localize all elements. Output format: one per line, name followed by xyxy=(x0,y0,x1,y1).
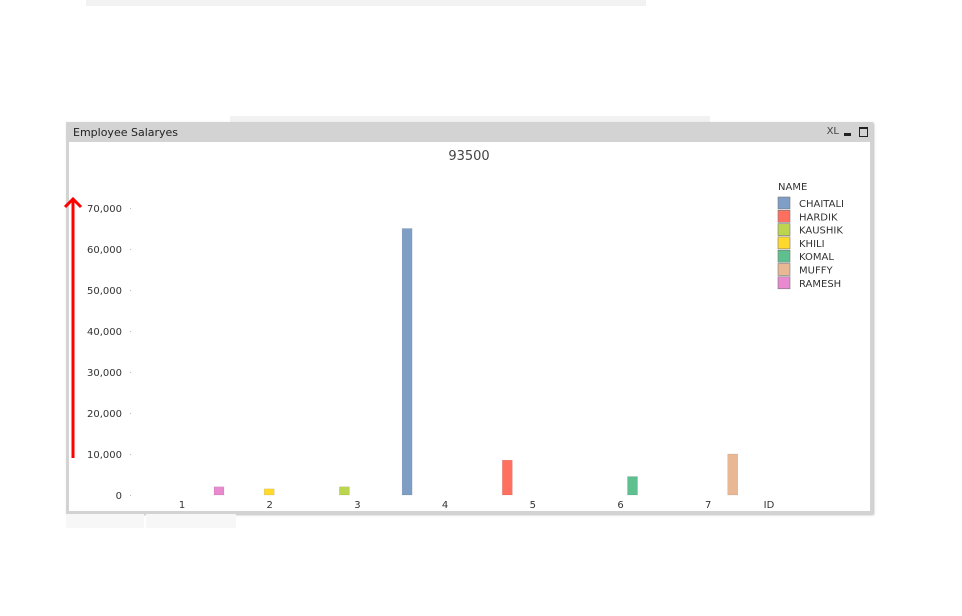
window-titlebar[interactable]: Employee Salaryes XL xyxy=(66,122,873,142)
x-tick-label: 2 xyxy=(267,500,273,511)
y-tick-label: 20,000 xyxy=(87,409,122,420)
y-tick-label: 30,000 xyxy=(87,368,122,379)
legend-label: RAMESH xyxy=(799,279,841,290)
xl-export-button[interactable]: XL xyxy=(826,126,839,137)
x-tick-label: 3 xyxy=(354,500,360,511)
legend-swatch xyxy=(777,210,791,223)
y-tick-label: 10,000 xyxy=(87,450,122,461)
legend-swatch xyxy=(777,196,791,210)
y-tick-mark xyxy=(130,249,131,250)
y-tick-mark xyxy=(130,372,131,373)
y-tick-mark xyxy=(130,413,131,414)
window-title: Employee Salaryes xyxy=(73,126,179,139)
legend-swatch xyxy=(777,249,791,263)
y-tick-mark xyxy=(130,208,131,209)
y-tick-label: 70,000 xyxy=(87,204,122,215)
chart-title: 93500 xyxy=(448,149,489,164)
background-header-strip xyxy=(86,0,646,6)
bar-hardik xyxy=(502,459,513,496)
legend-swatch xyxy=(777,263,791,276)
minimize-icon[interactable] xyxy=(844,133,851,136)
legend-label: KOMAL xyxy=(799,252,834,263)
legend-label: MUFFY xyxy=(799,266,833,277)
bar-chart: 93500 0 10,000 20,000 30,000 40,000 50,000 60,0… xyxy=(87,149,844,511)
y-tick-label: 50,000 xyxy=(87,286,122,297)
bar-muffy xyxy=(727,453,738,496)
bar-khili xyxy=(263,488,275,496)
bar-ramesh xyxy=(213,486,225,496)
x-tick-label: 1 xyxy=(179,500,185,511)
y-tick-mark xyxy=(130,454,131,455)
bar-komal xyxy=(627,476,638,496)
chart-area: 93500 0 10,000 20,000 30,000 40,000 50,000 60,0… xyxy=(69,142,870,511)
legend-swatch xyxy=(777,236,791,250)
x-tick-label: 5 xyxy=(530,500,536,511)
legend-label: KHILI xyxy=(799,239,825,250)
background-header-strip-2 xyxy=(230,116,710,122)
chart-window[interactable]: Employee Salaryes XL 93500 0 10,000 20,000 3… xyxy=(66,122,873,514)
y-tick-label: 60,000 xyxy=(87,245,122,256)
below-strip xyxy=(66,514,144,528)
x-tick-label: 7 xyxy=(705,500,711,511)
bar-chaitali xyxy=(401,228,413,496)
legend-label: CHAITALI xyxy=(799,199,844,210)
x-tick-label: 6 xyxy=(617,500,623,511)
y-tick-label: 40,000 xyxy=(87,327,122,338)
legend-swatch xyxy=(777,223,791,236)
bar-kaushik xyxy=(339,486,350,496)
legend-label: HARDIK xyxy=(799,212,838,223)
maximize-icon[interactable] xyxy=(859,127,868,137)
legend-label: KAUSHIK xyxy=(799,226,843,237)
legend-title: NAME xyxy=(778,182,807,193)
y-tick-label: 0 xyxy=(116,491,122,502)
y-tick-mark xyxy=(130,290,131,291)
x-axis-label: ID xyxy=(764,500,775,511)
y-tick-mark xyxy=(130,331,131,332)
x-tick-label: 4 xyxy=(442,500,448,511)
y-tick-mark xyxy=(130,495,131,496)
below-strip-2 xyxy=(146,514,236,528)
legend-swatch xyxy=(777,276,791,290)
